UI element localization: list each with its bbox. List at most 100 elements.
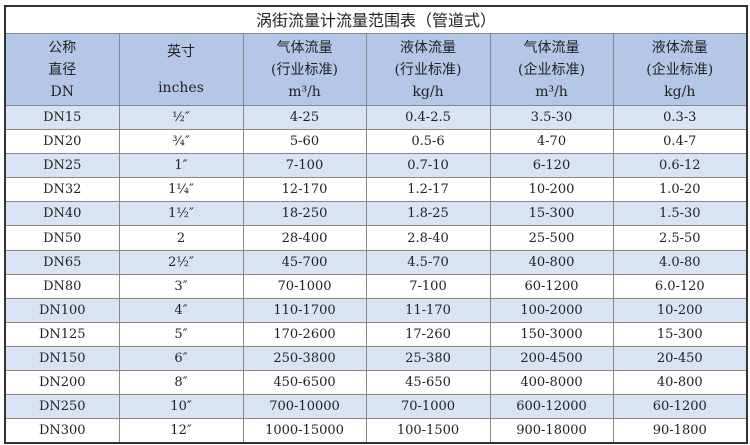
table-row: DN300 12″ 1000-15000 100-1500 900-18000 90-18… [4,418,748,444]
cell-dn: DN250 [4,394,120,420]
cell-liquid-industry: 1.8-25 [365,201,491,227]
cell-gas-enterprise: 40-800 [489,249,614,275]
cell-liquid-industry: 4.5-70 [365,249,491,275]
cell-liquid-industry: 7-100 [365,273,491,299]
header-dn-line3: DN [50,83,74,100]
cell-liquid-industry: 17-260 [365,321,491,347]
header-label: 气体流量 [276,39,333,56]
cell-gas-industry: 28-400 [242,225,367,251]
cell-gas-industry: 170-2600 [242,321,367,347]
cell-liquid-industry: 11-170 [365,297,491,323]
cell-liquid-industry: 45-650 [365,370,491,396]
flow-range-table: 涡街流量计流量范围表（管道式） 公称 直径 DN 英寸 inches 气体流量 (行业标… [4,5,749,445]
cell-liquid-enterprise: 6.0-120 [612,273,748,299]
header-label: 气体流量 [523,39,580,56]
table-row: DN100 4″ 110-1700 11-170 100-2000 10-200 [4,297,748,323]
cell-gas-enterprise: 3.5-30 [489,104,614,131]
header-row: 公称 直径 DN 英寸 inches 气体流量 (行业标准) m³/h 液体流量 (行业标准… [4,33,748,106]
cell-liquid-enterprise: 90-1800 [612,418,748,444]
cell-gas-enterprise: 4-70 [489,129,614,155]
cell-gas-industry: 18-250 [242,201,367,227]
table-body: DN15 ½″ 4-25 0.4-2.5 3.5-30 0.3-3 DN20 ¾″ 5-60 0.… [4,104,748,444]
cell-liquid-enterprise: 0.4-7 [612,129,748,155]
cell-gas-industry: 5-60 [242,129,367,155]
cell-gas-enterprise: 15-300 [489,201,614,227]
header-unit: m³/h [535,83,568,100]
cell-inch: 3″ [118,273,244,299]
table-row: DN150 6″ 250-3800 25-380 200-4500 20-450 [4,345,748,372]
cell-inch: 1¼″ [118,177,244,203]
cell-liquid-enterprise: 2.5-50 [612,225,748,251]
cell-gas-industry: 45-700 [242,249,367,275]
cell-liquid-enterprise: 1.0-20 [612,177,748,203]
cell-liquid-enterprise: 1.5-30 [612,201,748,227]
header-standard: (行业标准) [271,61,338,78]
table-row: DN40 1½″ 18-250 1.8-25 15-300 1.5-30 [4,201,748,227]
cell-inch: 5″ [118,321,244,347]
cell-dn: DN65 [4,249,120,275]
table-row: DN15 ½″ 4-25 0.4-2.5 3.5-30 0.3-3 [4,104,748,131]
cell-inch: 1½″ [118,201,244,227]
cell-inch: 1″ [118,153,244,179]
cell-liquid-industry: 25-380 [365,345,491,372]
table-row: DN80 3″ 70-1000 7-100 60-1200 6.0-120 [4,273,748,299]
cell-gas-enterprise: 10-200 [489,177,614,203]
cell-gas-enterprise: 200-4500 [489,345,614,372]
cell-dn: DN150 [4,345,120,372]
cell-gas-enterprise: 60-1200 [489,273,614,299]
cell-liquid-enterprise: 10-200 [612,297,748,323]
cell-gas-industry: 1000-15000 [242,418,367,444]
cell-gas-enterprise: 25-500 [489,225,614,251]
header-standard: (行业标准) [394,61,462,78]
header-inch: 英寸 inches [118,33,244,106]
table-row: DN125 5″ 170-2600 17-260 150-3000 15-300 [4,321,748,347]
cell-inch: 2 [118,225,244,251]
cell-gas-enterprise: 100-2000 [489,297,614,323]
cell-gas-enterprise: 150-3000 [489,321,614,347]
header-gas-enterprise: 气体流量 (企业标准) m³/h [489,33,614,106]
cell-liquid-enterprise: 60-1200 [612,394,748,420]
header-dn-line1: 公称 [48,39,77,56]
cell-inch: 10″ [118,394,244,420]
cell-gas-industry: 7-100 [242,153,367,179]
cell-liquid-industry: 0.4-2.5 [365,104,491,131]
cell-liquid-enterprise: 0.6-12 [612,153,748,179]
cell-gas-industry: 70-1000 [242,273,367,299]
cell-inch: 8″ [118,370,244,396]
header-unit: m³/h [288,83,321,100]
cell-dn: DN80 [4,273,120,299]
cell-gas-industry: 4-25 [242,104,367,131]
cell-dn: DN125 [4,321,120,347]
table-row: DN65 2½″ 45-700 4.5-70 40-800 4.0-80 [4,249,748,275]
cell-gas-industry: 700-10000 [242,394,367,420]
cell-liquid-enterprise: 15-300 [612,321,748,347]
table-row: DN250 10″ 700-10000 70-1000 600-12000 60-1200 [4,394,748,420]
cell-gas-enterprise: 600-12000 [489,394,614,420]
cell-liquid-industry: 0.7-10 [365,153,491,179]
cell-inch: ½″ [118,104,244,131]
cell-liquid-enterprise: 40-800 [612,370,748,396]
header-gas-industry: 气体流量 (行业标准) m³/h [242,33,367,106]
cell-dn: DN32 [4,177,120,203]
table-row: DN20 ¾″ 5-60 0.5-6 4-70 0.4-7 [4,129,748,155]
cell-liquid-industry: 70-1000 [365,394,491,420]
header-inch-line1: 英寸 [167,43,195,60]
cell-inch: 4″ [118,297,244,323]
cell-gas-industry: 450-6500 [242,370,367,396]
header-label: 液体流量 [400,39,456,56]
cell-dn: DN100 [4,297,120,323]
cell-dn: DN300 [4,418,120,444]
header-dn: 公称 直径 DN [4,33,120,106]
cell-inch: 12″ [118,418,244,444]
cell-liquid-industry: 0.5-6 [365,129,491,155]
cell-gas-industry: 12-170 [242,177,367,203]
cell-liquid-industry: 100-1500 [365,418,491,444]
cell-dn: DN20 [4,129,120,155]
header-unit: kg/h [412,83,444,100]
cell-inch: ¾″ [118,129,244,155]
cell-dn: DN15 [4,104,120,131]
cell-inch: 6″ [118,345,244,372]
header-label: 液体流量 [651,39,708,56]
cell-liquid-enterprise: 0.3-3 [612,104,748,131]
header-inch-line2: inches [158,79,204,96]
